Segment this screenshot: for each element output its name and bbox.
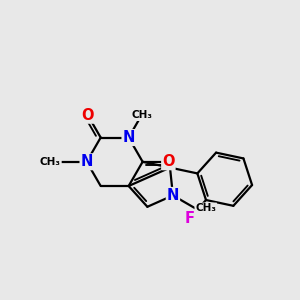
Text: CH₃: CH₃ bbox=[131, 110, 152, 120]
Text: N: N bbox=[122, 130, 135, 145]
Text: O: O bbox=[162, 154, 175, 169]
Text: CH₃: CH₃ bbox=[40, 157, 61, 167]
Text: N: N bbox=[80, 154, 93, 169]
Text: F: F bbox=[184, 211, 194, 226]
Text: O: O bbox=[82, 108, 94, 123]
Text: N: N bbox=[167, 188, 179, 203]
Text: CH₃: CH₃ bbox=[195, 203, 216, 213]
